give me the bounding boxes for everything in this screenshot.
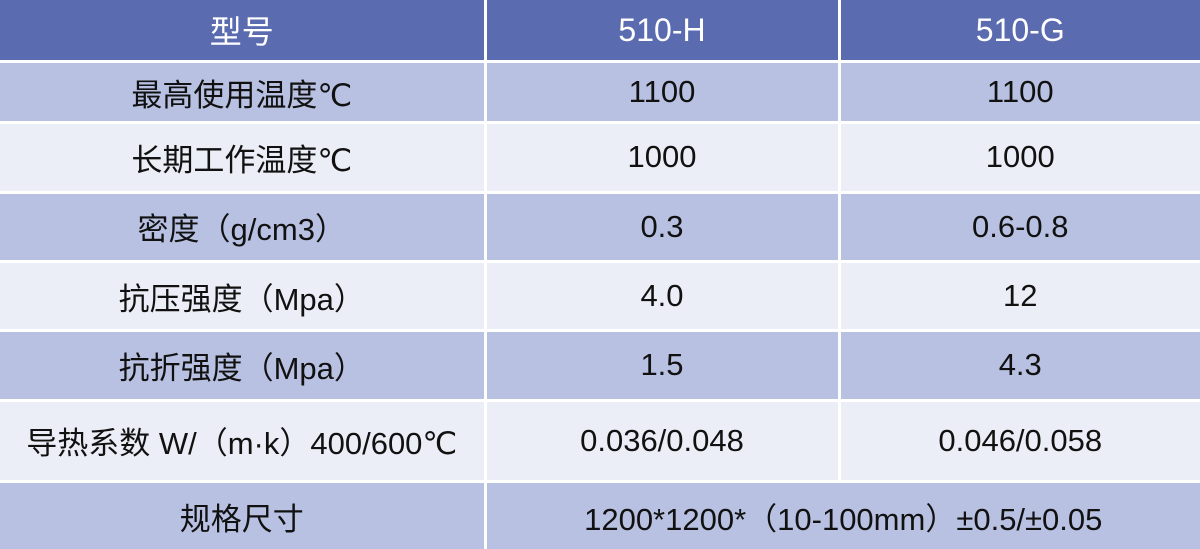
cell-510g: 12 <box>837 259 1200 333</box>
cell-510h: 1100 <box>483 60 841 125</box>
cell-510h: 1.5 <box>483 329 841 402</box>
size-value: 1200*1200*（10-100mm）±0.5/±0.05 <box>483 480 1200 549</box>
header-model: 型号 <box>0 0 487 64</box>
cell-510h: 4.0 <box>483 259 841 333</box>
header-row: 型号 510-H 510-G <box>0 0 1200 64</box>
row-label: 抗压强度（Mpa） <box>0 259 487 333</box>
cell-510h: 0.3 <box>483 190 841 263</box>
table-row: 长期工作温度℃ 1000 1000 <box>0 121 1200 194</box>
row-label: 规格尺寸 <box>0 480 487 549</box>
row-label: 长期工作温度℃ <box>0 121 487 194</box>
cell-510g: 4.3 <box>837 329 1200 402</box>
table-row: 抗折强度（Mpa） 1.5 4.3 <box>0 329 1200 402</box>
row-label: 抗折强度（Mpa） <box>0 329 487 402</box>
cell-510h: 1000 <box>483 121 841 194</box>
cell-510h: 0.036/0.048 <box>483 398 841 484</box>
header-510g: 510-G <box>837 0 1200 64</box>
table-row: 最高使用温度℃ 1100 1100 <box>0 60 1200 125</box>
table-row: 导热系数 W/（m·k）400/600℃ 0.036/0.048 0.046/0… <box>0 398 1200 484</box>
header-510h: 510-H <box>483 0 841 64</box>
row-label: 密度（g/cm3） <box>0 190 487 263</box>
cell-510g: 1100 <box>837 60 1200 125</box>
table-row: 抗压强度（Mpa） 4.0 12 <box>0 259 1200 333</box>
row-label: 最高使用温度℃ <box>0 60 487 125</box>
size-row: 规格尺寸 1200*1200*（10-100mm）±0.5/±0.05 <box>0 480 1200 549</box>
cell-510g: 0.046/0.058 <box>837 398 1200 484</box>
cell-510g: 0.6-0.8 <box>837 190 1200 263</box>
row-label: 导热系数 W/（m·k）400/600℃ <box>0 398 487 484</box>
table-row: 密度（g/cm3） 0.3 0.6-0.8 <box>0 190 1200 263</box>
cell-510g: 1000 <box>837 121 1200 194</box>
